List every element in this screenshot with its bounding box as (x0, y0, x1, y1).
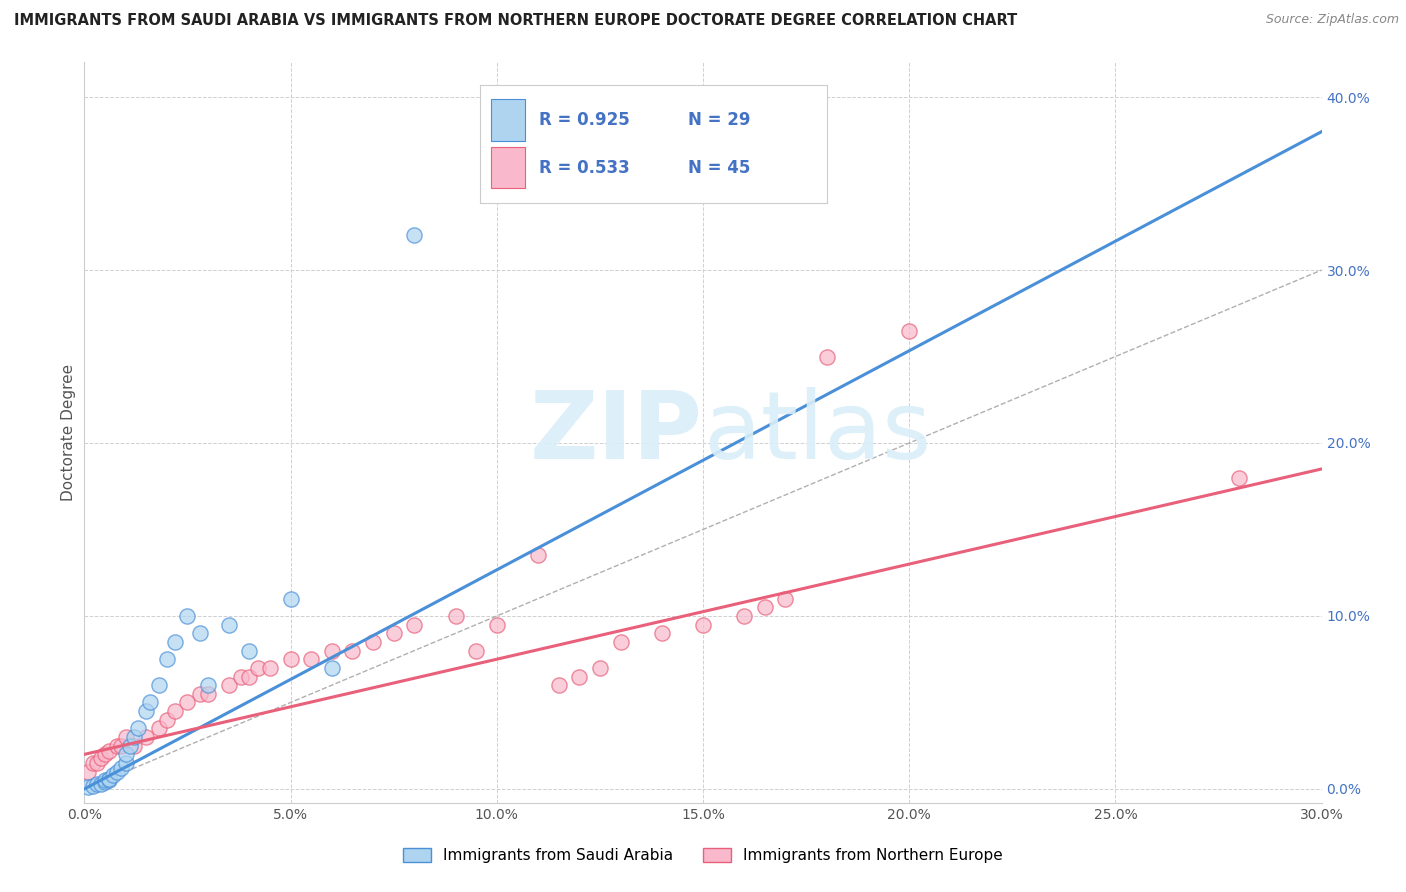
Point (299, 652, 322, 666)
Point (86, 777, 108, 791)
Point (342, 643, 364, 657)
Text: Source: ZipAtlas.com: Source: ZipAtlas.com (1265, 13, 1399, 27)
Point (114, 730, 136, 744)
Text: atlas: atlas (703, 386, 931, 479)
Point (754, 600, 776, 615)
Point (404, 617, 426, 632)
Point (361, 635, 384, 649)
Point (259, 661, 281, 675)
Point (105, 764, 128, 779)
Point (444, 609, 467, 624)
Point (94, 775, 117, 789)
Point (218, 617, 240, 632)
Point (815, 350, 838, 364)
Point (118, 739, 141, 753)
Point (122, 730, 145, 744)
Point (218, 678, 240, 692)
Point (114, 756, 136, 770)
Point (733, 609, 755, 624)
Point (280, 652, 302, 666)
Point (188, 687, 211, 701)
Point (589, 661, 612, 675)
Y-axis label: Doctorate Degree: Doctorate Degree (60, 364, 76, 501)
Text: ZIP: ZIP (530, 386, 703, 479)
Point (165, 635, 187, 649)
Point (321, 643, 343, 657)
Point (898, 324, 921, 338)
Point (568, 669, 591, 683)
Point (692, 617, 714, 632)
Point (77, 780, 100, 795)
Point (90, 751, 112, 765)
Point (148, 678, 170, 692)
Point (98, 773, 121, 788)
Point (156, 713, 179, 727)
Point (465, 643, 488, 657)
Point (176, 696, 198, 710)
Point (114, 747, 136, 762)
Point (156, 652, 179, 666)
Point (485, 617, 508, 632)
Text: IMMIGRANTS FROM SAUDI ARABIA VS IMMIGRANTS FROM NORTHERN EUROPE DOCTORATE DEGREE: IMMIGRANTS FROM SAUDI ARABIA VS IMMIGRAN… (14, 13, 1018, 29)
Point (110, 761, 132, 775)
Point (82, 779, 104, 793)
Point (135, 730, 157, 744)
Legend: Immigrants from Saudi Arabia, Immigrants from Northern Europe: Immigrants from Saudi Arabia, Immigrants… (396, 842, 1010, 869)
Point (82, 756, 104, 770)
Point (127, 722, 149, 736)
Point (321, 661, 343, 675)
Point (98, 772, 121, 786)
Point (165, 704, 187, 718)
Point (547, 678, 569, 692)
Point (382, 626, 405, 640)
Point (77, 764, 100, 779)
Point (197, 678, 219, 692)
Point (110, 739, 132, 753)
Point (90, 777, 112, 791)
Point (197, 687, 219, 701)
Point (135, 704, 157, 718)
Point (94, 773, 117, 788)
Point (527, 549, 550, 563)
Point (238, 643, 260, 657)
Point (1227, 470, 1250, 484)
Point (238, 669, 260, 683)
Point (105, 739, 128, 753)
Point (609, 635, 631, 649)
Point (122, 739, 145, 753)
Point (86, 756, 108, 770)
Point (246, 661, 269, 675)
Point (94, 747, 117, 762)
Point (188, 626, 211, 640)
Point (651, 626, 673, 640)
Point (229, 669, 252, 683)
Point (404, 228, 426, 243)
Point (139, 696, 162, 710)
Point (176, 609, 198, 624)
Point (98, 744, 121, 758)
Point (775, 591, 797, 606)
Point (148, 722, 170, 736)
Point (103, 768, 125, 782)
Point (280, 591, 302, 606)
